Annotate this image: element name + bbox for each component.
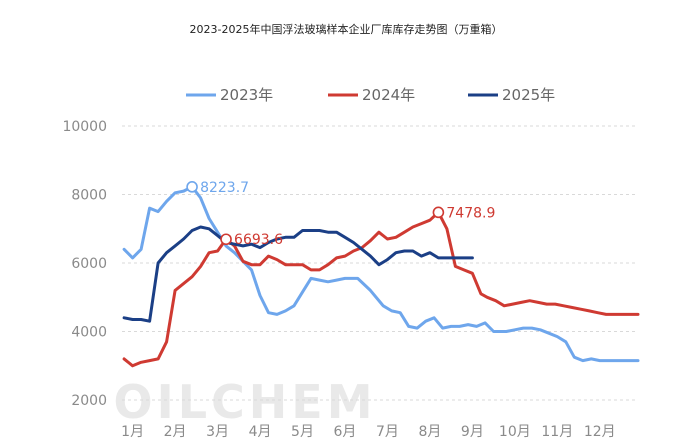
x-tick-label: 7月	[376, 424, 399, 438]
y-tick-label: 2000	[71, 393, 107, 409]
x-tick-label: 1月	[121, 424, 144, 438]
x-tick-label: 5月	[291, 424, 314, 438]
x-tick-label: 4月	[249, 424, 272, 438]
annotation-marker	[186, 181, 198, 193]
legend-label: 2025年	[502, 86, 555, 104]
x-axis: 1月 2月 3月 4月 5月 6月 7月 8月 9月 10月 11月 12月	[121, 424, 616, 438]
annotations: 8223.7 6693.6 7478.9	[186, 180, 495, 248]
annotation-label: 6693.6	[234, 232, 283, 248]
x-tick-label: 8月	[418, 424, 441, 438]
legend: 2023年 2024年 2025年	[186, 86, 555, 104]
y-tick-label: 6000	[71, 256, 107, 272]
series-line-2025年	[122, 225, 474, 323]
series-line-2023年	[122, 185, 640, 363]
x-tick-label: 9月	[461, 424, 484, 438]
chart-title: 2023-2025年中国浮法玻璃样本企业厂库库存走势图（万重箱）	[190, 22, 503, 36]
y-tick-label: 10000	[62, 119, 107, 135]
series-lines	[122, 185, 640, 368]
x-tick-label: 11月	[541, 424, 573, 438]
legend-label: 2024年	[362, 86, 415, 104]
y-axis: 2000 4000 6000 8000 10000	[62, 119, 107, 409]
annotation-label: 8223.7	[200, 180, 249, 196]
x-tick-label: 10月	[499, 424, 531, 438]
y-tick-label: 4000	[71, 325, 107, 341]
x-tick-label: 3月	[206, 424, 229, 438]
y-tick-label: 8000	[71, 188, 107, 204]
legend-label: 2023年	[220, 86, 273, 104]
x-tick-label: 2月	[164, 424, 187, 438]
x-tick-label: 12月	[584, 424, 616, 438]
gridlines	[122, 125, 638, 401]
annotation-marker	[220, 233, 232, 246]
annotation-label: 7478.9	[446, 205, 495, 221]
series-line-2024年	[122, 210, 640, 368]
watermark-text: OILCHEM	[114, 375, 377, 429]
x-tick-label: 6月	[334, 424, 357, 438]
annotation-marker	[432, 206, 445, 219]
